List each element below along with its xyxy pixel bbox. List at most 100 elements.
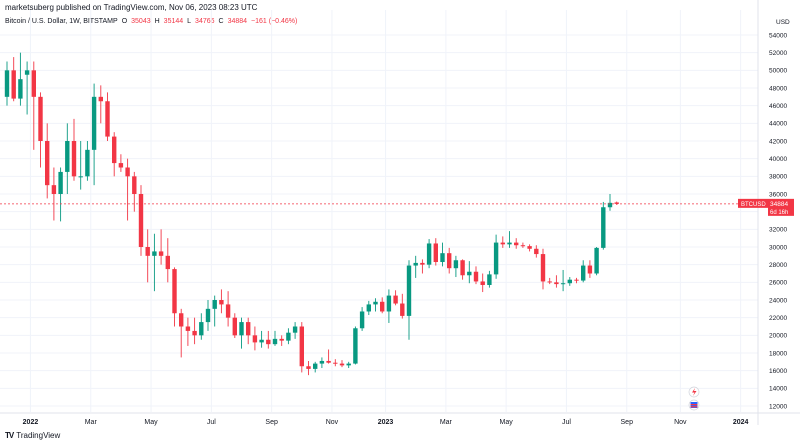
candle[interactable] [406, 260, 412, 340]
candle[interactable] [534, 245, 539, 258]
candle[interactable] [433, 238, 438, 266]
candle[interactable] [339, 360, 345, 368]
candle[interactable] [520, 242, 526, 248]
candle[interactable] [460, 259, 465, 280]
candle[interactable] [199, 313, 204, 340]
candle[interactable] [581, 260, 586, 283]
candle[interactable] [125, 158, 130, 221]
candle-body [601, 207, 606, 248]
candle[interactable] [185, 317, 191, 346]
candle[interactable] [78, 141, 83, 190]
candle[interactable] [560, 269, 566, 292]
candle[interactable] [447, 247, 452, 274]
candle[interactable] [158, 229, 164, 265]
candle[interactable] [45, 123, 50, 199]
candle[interactable] [51, 167, 57, 221]
candle[interactable] [65, 123, 70, 194]
candle[interactable] [112, 132, 117, 177]
candle[interactable] [266, 330, 271, 349]
candle[interactable] [11, 57, 16, 102]
candle[interactable] [333, 359, 338, 367]
candle[interactable] [138, 185, 144, 256]
candle[interactable] [192, 317, 197, 345]
candle[interactable] [292, 322, 298, 339]
candle[interactable] [601, 201, 606, 250]
candle[interactable] [172, 267, 177, 327]
candle[interactable] [98, 85, 103, 124]
candle[interactable] [507, 231, 512, 248]
candle[interactable] [527, 244, 532, 252]
candle[interactable] [567, 277, 572, 286]
candle[interactable] [179, 308, 184, 358]
candle[interactable] [393, 290, 398, 306]
candle[interactable] [259, 330, 264, 348]
candle[interactable] [145, 229, 150, 283]
candle[interactable] [473, 266, 479, 285]
candle[interactable] [453, 255, 459, 278]
candle[interactable] [279, 335, 284, 346]
candle[interactable] [426, 239, 432, 269]
candle[interactable] [272, 330, 278, 346]
candle[interactable] [225, 291, 231, 327]
candle[interactable] [118, 154, 124, 172]
candle-body [420, 262, 425, 265]
candle[interactable] [232, 313, 237, 338]
candle[interactable] [18, 52, 23, 106]
candle-body [185, 326, 191, 331]
candle[interactable] [386, 289, 392, 323]
candle[interactable] [366, 300, 371, 316]
candle[interactable] [105, 92, 110, 141]
candle[interactable] [614, 201, 619, 205]
candle[interactable] [205, 300, 211, 331]
candle[interactable] [132, 171, 137, 212]
candle[interactable] [480, 273, 485, 293]
candle[interactable] [165, 238, 170, 283]
candle[interactable] [574, 277, 579, 284]
candle[interactable] [420, 259, 425, 274]
candle[interactable] [85, 141, 90, 181]
candle[interactable] [24, 61, 30, 115]
candle-body [554, 282, 559, 285]
candle-body [205, 308, 211, 323]
candle[interactable] [239, 317, 244, 349]
candle[interactable] [38, 92, 43, 168]
candle[interactable] [440, 242, 445, 267]
candle[interactable] [554, 275, 559, 288]
candle[interactable] [500, 236, 505, 248]
candle[interactable] [540, 248, 546, 290]
candle[interactable] [487, 270, 492, 288]
candle[interactable] [91, 83, 97, 186]
candle[interactable] [246, 317, 251, 345]
candle[interactable] [319, 357, 325, 369]
candle[interactable] [71, 118, 77, 181]
candle[interactable] [373, 298, 378, 312]
candle[interactable] [547, 277, 552, 285]
candle[interactable] [413, 255, 418, 278]
candle[interactable] [212, 295, 217, 327]
candle[interactable] [306, 360, 311, 376]
candle[interactable] [607, 194, 613, 211]
candle[interactable] [467, 261, 472, 284]
candle[interactable] [31, 61, 36, 150]
candle[interactable] [380, 297, 385, 314]
candle[interactable] [326, 349, 331, 364]
candle[interactable] [493, 234, 499, 279]
candle[interactable] [299, 322, 304, 373]
candle[interactable] [58, 167, 63, 222]
tradingview-brand[interactable]: TV TradingView [5, 431, 60, 440]
symbol-description[interactable]: Bitcoin / U.S. Dollar, 1W, BITSTAMP [5, 18, 118, 25]
candle[interactable] [514, 238, 519, 249]
candle[interactable] [359, 307, 365, 331]
candle[interactable] [152, 233, 157, 292]
candle[interactable] [400, 293, 405, 319]
candle[interactable] [219, 289, 224, 314]
candle[interactable] [313, 361, 318, 373]
candle[interactable] [346, 361, 351, 369]
candle[interactable] [587, 260, 593, 278]
candle[interactable] [594, 247, 599, 276]
candle[interactable] [4, 61, 10, 106]
candle[interactable] [286, 328, 291, 345]
candle[interactable] [353, 326, 358, 365]
candle[interactable] [252, 326, 258, 351]
